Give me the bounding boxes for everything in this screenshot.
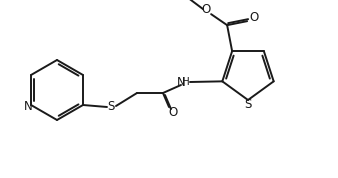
- Text: O: O: [249, 11, 259, 24]
- Text: H: H: [182, 77, 190, 87]
- Text: S: S: [244, 98, 252, 111]
- Text: N: N: [177, 75, 185, 88]
- Text: S: S: [107, 101, 115, 114]
- Text: N: N: [24, 100, 32, 112]
- Text: O: O: [168, 106, 177, 119]
- Text: O: O: [201, 3, 211, 16]
